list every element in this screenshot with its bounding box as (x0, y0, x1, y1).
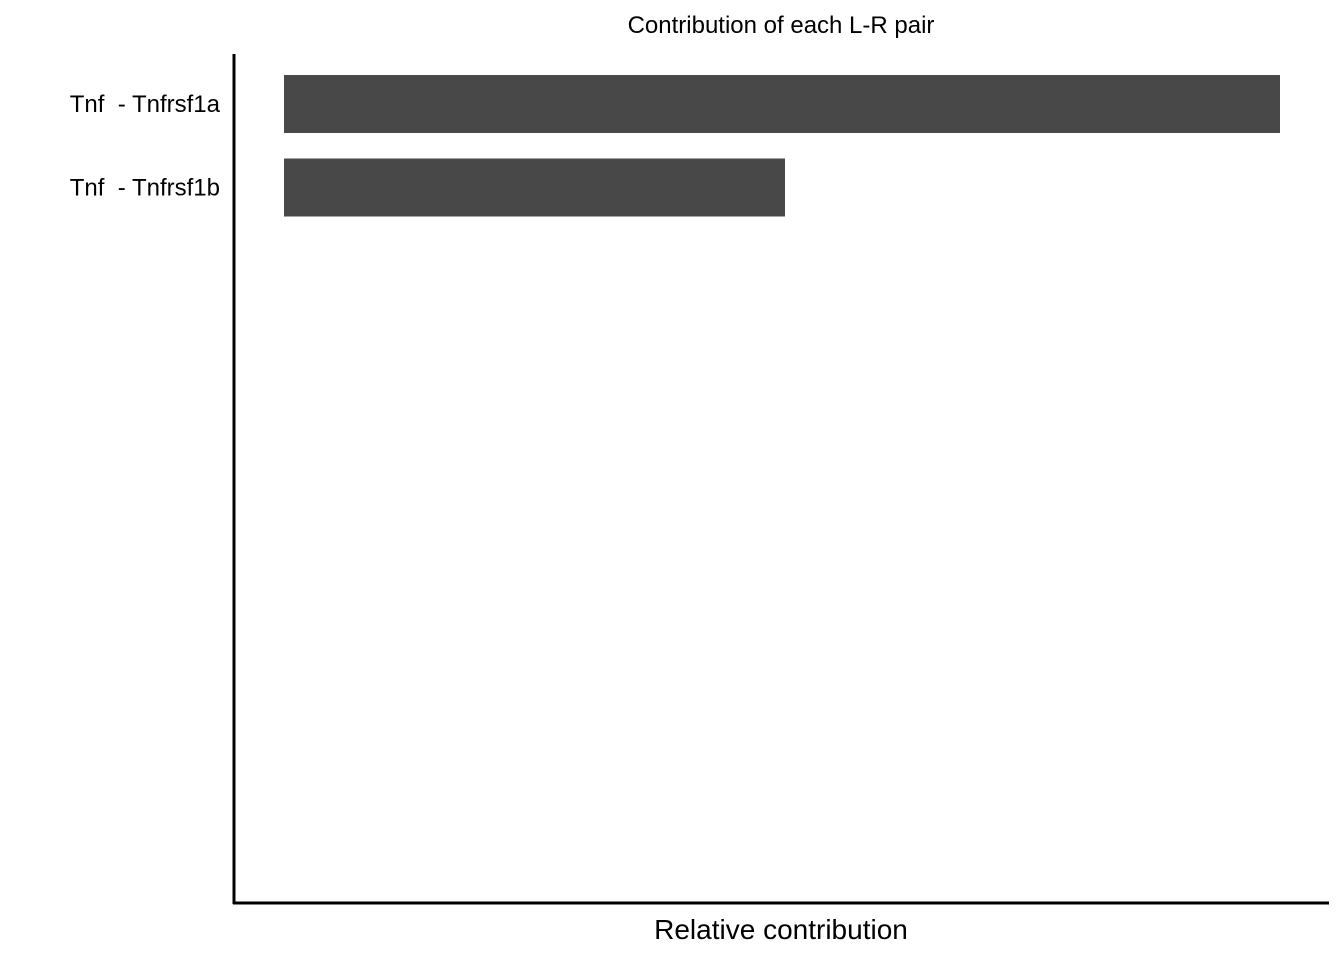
x-axis-label: Relative contribution (654, 914, 908, 945)
y-tick-label-1: Tnf - Tnfrsf1a (70, 91, 221, 118)
y-tick-label-2: Tnf - Tnfrsf1b (70, 175, 220, 202)
bar-2 (284, 158, 785, 217)
chart-title: Contribution of each L-R pair (628, 12, 935, 39)
bar-1 (284, 75, 1280, 133)
y-tick-labels: Tnf - Tnfrsf1a Tnf - Tnfrsf1b (70, 91, 221, 202)
bars-group (284, 75, 1280, 217)
